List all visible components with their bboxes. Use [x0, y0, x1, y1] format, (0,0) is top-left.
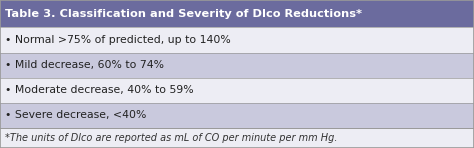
Bar	[0, 78, 474, 103]
Bar	[0, 0, 474, 27]
Bar	[0, 53, 474, 78]
Text: *The units of Dlco are reported as mL of CO per minute per mm Hg.: *The units of Dlco are reported as mL of…	[5, 133, 337, 143]
Text: • Normal >75% of predicted, up to 140%: • Normal >75% of predicted, up to 140%	[5, 35, 230, 45]
Text: • Severe decrease, <40%: • Severe decrease, <40%	[5, 110, 146, 120]
Bar	[0, 27, 474, 53]
Bar	[0, 103, 474, 128]
Text: Table 3. Classification and Severity of Dlco Reductions*: Table 3. Classification and Severity of …	[5, 9, 362, 19]
Text: • Mild decrease, 60% to 74%: • Mild decrease, 60% to 74%	[5, 60, 164, 70]
Bar	[0, 128, 474, 148]
Text: • Moderate decrease, 40% to 59%: • Moderate decrease, 40% to 59%	[5, 85, 193, 95]
